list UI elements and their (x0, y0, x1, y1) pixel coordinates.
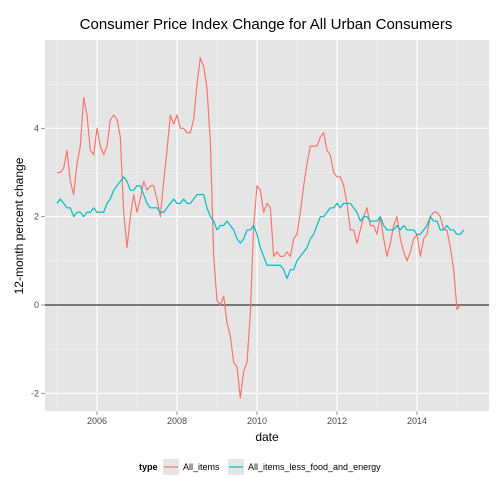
plot-panel (45, 40, 489, 411)
y-tick-label: 0 (34, 300, 39, 310)
x-axis-ticks: 2006 2008 2010 2012 2014 (87, 411, 427, 426)
legend: type All_items All_items_less_food_and_e… (139, 459, 381, 475)
minor-gridlines (45, 40, 489, 411)
x-axis-title: date (255, 430, 279, 444)
x-tick-label: 2010 (247, 416, 267, 426)
chart-title: Consumer Price Index Change for All Urba… (80, 16, 453, 33)
series-line-all-items (57, 57, 461, 399)
x-tick-label: 2014 (407, 416, 427, 426)
y-tick-label: 4 (34, 123, 39, 133)
legend-label-core: All_items_less_food_and_energy (248, 462, 381, 472)
series-lines (56, 57, 465, 399)
y-tick-label: 2 (34, 212, 39, 222)
y-axis-title: 12-month percent change (12, 157, 26, 294)
legend-title: type (139, 462, 158, 472)
legend-label-all-items: All_items (183, 462, 220, 472)
x-tick-label: 2012 (327, 416, 347, 426)
series-line-core (56, 176, 465, 280)
x-tick-label: 2008 (167, 416, 187, 426)
y-tick-label: -2 (31, 388, 39, 398)
y-axis-ticks: -2 0 2 4 (31, 123, 45, 398)
x-tick-label: 2006 (87, 416, 107, 426)
